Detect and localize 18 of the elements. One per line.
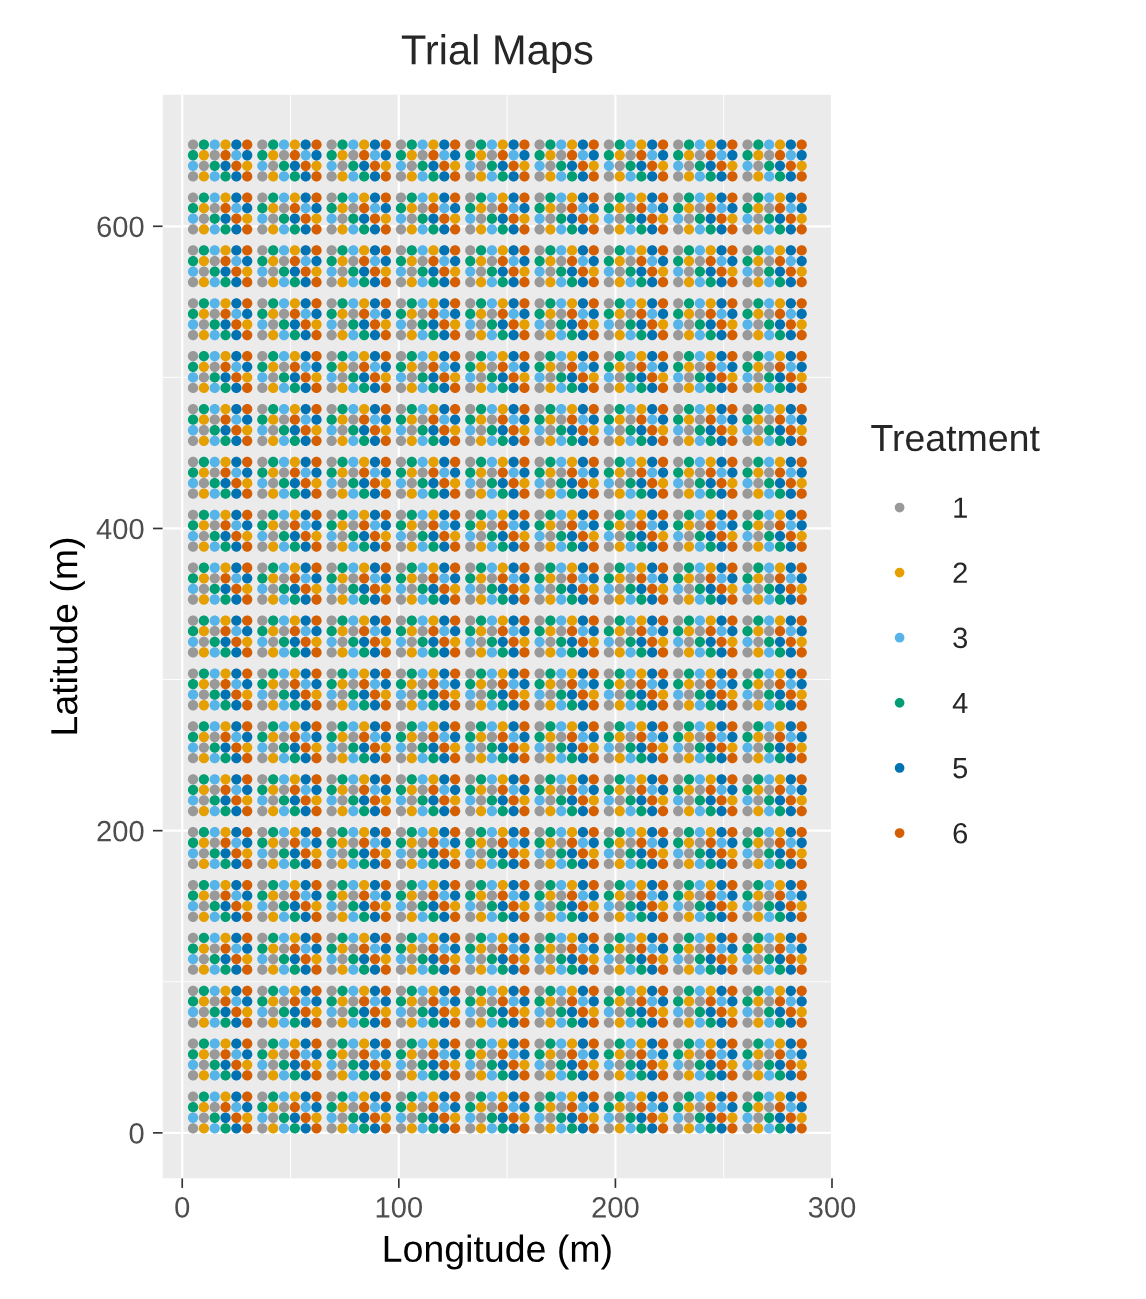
- y-tick-label: 200: [97, 820, 144, 842]
- y-tick-label: 600: [97, 216, 144, 238]
- legend-label: 4: [952, 692, 968, 714]
- legend-label: 2: [953, 562, 967, 583]
- y-axis-title: Latitude (m): [49, 538, 85, 734]
- legend-label: 5: [953, 758, 968, 779]
- chart-title: Trial Maps: [401, 34, 593, 73]
- legend-label: 6: [953, 822, 968, 844]
- x-tick-label: 0: [175, 1197, 190, 1218]
- x-axis-title: Longitude (m): [384, 1234, 611, 1270]
- y-tick-label: 400: [96, 518, 144, 540]
- legend-title: Treatment: [871, 425, 1040, 452]
- y-tick-label: 0: [129, 1123, 144, 1144]
- legend-label: 1: [954, 497, 967, 518]
- x-tick-label: 200: [592, 1197, 639, 1218]
- x-tick-label: 100: [376, 1197, 423, 1218]
- x-tick-label: 300: [808, 1197, 856, 1218]
- legend-label: 3: [953, 627, 968, 649]
